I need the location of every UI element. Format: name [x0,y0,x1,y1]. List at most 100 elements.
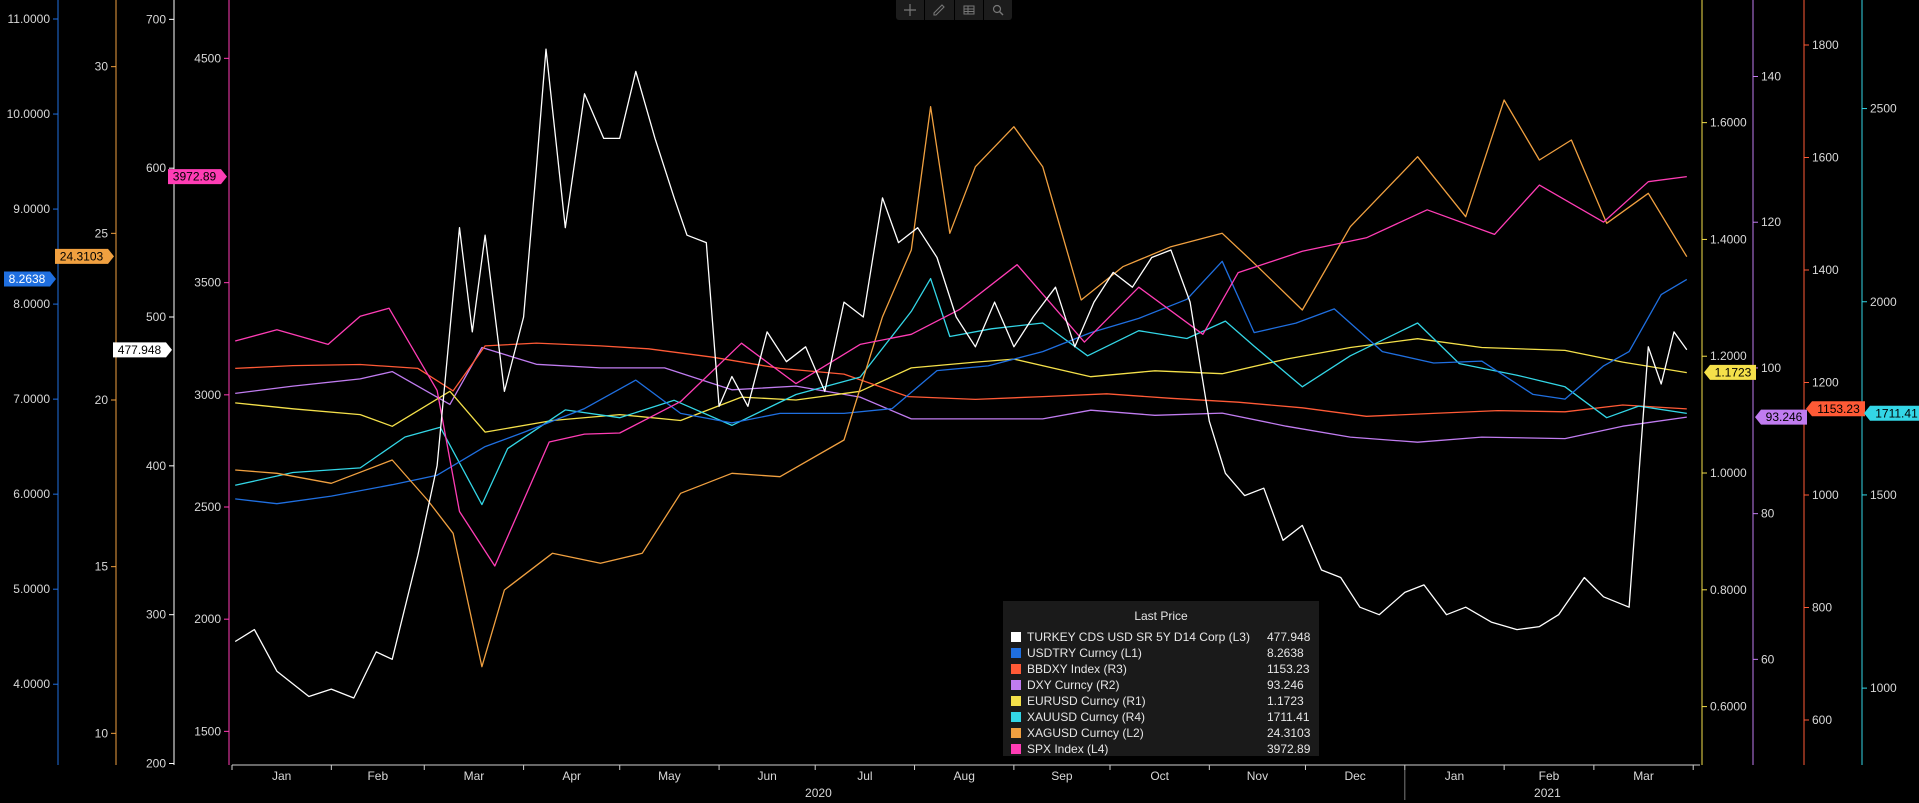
series-layer [234,48,1688,699]
x-axis-month-label: Mar [464,769,485,783]
series-line-l4 [235,175,1687,567]
last-price-badge-l1 [4,271,56,287]
axis-tick-label: 6.0000 [13,487,50,501]
legend-items: TURKEY CDS USD SR 5Y D14 Corp (L3) 477.94… [1011,630,1311,756]
axis-tick-label: 20 [95,393,109,407]
last-price-badge-l2 [55,248,114,264]
last-price-badge-r4 [1864,405,1919,421]
last-price-badge-text: 1153.23 [1817,402,1860,416]
last-price-badge-text: 1711.41 [1875,406,1918,420]
axis-tick-label: 11.0000 [8,12,51,26]
legend-value: 93.246 [1267,678,1304,692]
series-line-r4 [235,277,1687,506]
axis-tick-label: 500 [146,310,166,324]
legend-swatch [1011,696,1021,706]
legend-label: DXY Curncy (R2) [1027,678,1119,692]
legend-title: Last Price [1134,609,1188,623]
series-line-l1 [235,260,1688,505]
legend-label: SPX Index (L4) [1027,742,1108,756]
table-icon[interactable] [955,0,984,20]
last-price-badge-text: 1.1723 [1715,365,1752,379]
x-axis-month-label: Jun [757,769,776,783]
axis-tick-label: 1.4000 [1710,232,1747,246]
axis-tick-label: 1600 [1812,151,1839,165]
axis-tick-label: 60 [1761,652,1775,666]
axis-tick-label: 140 [1761,70,1781,84]
x-axis-month-label: Jul [857,769,872,783]
x-axis-year-label: 2020 [805,786,832,800]
x-axis-month-label: Nov [1247,769,1268,783]
axis-tick-label: 5.0000 [13,582,50,596]
x-axis-month-label: Mar [1633,769,1654,783]
axis-tick-label: 4500 [194,51,221,65]
zoom-icon[interactable] [984,0,1012,20]
legend-swatch [1011,648,1021,658]
axis-tick-label: 2000 [194,612,221,626]
axis-tick-label: 15 [95,560,109,574]
legend-box [1003,601,1319,756]
axis-tick-label: 800 [1812,601,1832,615]
series-line-l2 [235,99,1688,668]
legend-value: 8.2638 [1267,646,1304,660]
pencil-icon[interactable] [925,0,955,20]
axis-tick-label: 80 [1761,507,1775,521]
axis-tick-label: 600 [1812,713,1832,727]
axis-tick-label: 3000 [194,388,221,402]
legend-swatch [1011,632,1021,642]
legend-label: BBDXY Index (R3) [1027,662,1127,676]
axis-tick-label: 1000 [1870,681,1897,695]
legend-value: 1153.23 [1267,662,1310,676]
axes-layer: 4.0000 5.0000 6.0000 7.0000 8.0000 9.0000 10.0… [7,0,1897,771]
series-line-l3 [234,48,1688,699]
x-axis-month-label: Apr [562,769,581,783]
axis-tick-label: 400 [146,459,166,473]
last-price-badge-r3 [1806,401,1865,417]
legend-value: 477.948 [1267,630,1311,644]
last-price-badge-r1 [1704,364,1756,380]
legend-value: 24.3103 [1267,726,1311,740]
x-axis-month-label: Aug [954,769,975,783]
last-price-badge-text: 477.948 [118,343,162,357]
last-price-badge-text: 3972.89 [173,170,217,184]
crosshair-icon[interactable] [896,0,926,20]
legend-swatch [1011,744,1021,754]
axis-tick-label: 1.2000 [1710,349,1747,363]
axis-tick-label: 1.0000 [1710,466,1747,480]
last-price-badge-text: 24.3103 [60,249,104,263]
legend-swatch [1011,664,1021,674]
x-axis-month-label: Feb [1539,769,1560,783]
series-line-r1 [235,338,1687,433]
axis-tick-label: 200 [146,757,166,771]
legend-value: 3972.89 [1267,742,1311,756]
last-price-badge-l4 [168,169,227,185]
last-price-badge-l3 [113,342,172,358]
axis-tick-label: 0.8000 [1710,583,1747,597]
legend-label: USDTRY Curncy (L1) [1027,646,1142,660]
x-axis: Jan Feb Mar Apr May Jun Jul Aug Sep Oct Nov Dec Jan F… [231,764,1700,800]
x-axis-month-label: Oct [1150,769,1169,783]
axis-tick-label: 120 [1761,215,1781,229]
legend-value: 1711.41 [1267,710,1310,724]
axis-tick-label: 700 [146,12,166,26]
last-price-badge-text: 8.2638 [9,272,46,286]
legend-label: XAUUSD Curncy (R4) [1027,710,1145,724]
x-axis-month-label: Jan [1445,769,1464,783]
axis-tick-label: 9.0000 [13,202,50,216]
axis-tick-label: 600 [146,161,166,175]
axis-tick-label: 1.6000 [1710,116,1747,130]
last-price-badges: 8.2638 24.3103 477.948 3972.89 1.1723 93.246 1… [4,169,1919,425]
axis-tick-label: 3500 [194,276,221,290]
series-line-r2 [235,346,1687,443]
x-axis-month-label: Dec [1344,769,1365,783]
axis-tick-label: 8.0000 [13,297,50,311]
last-price-badge-r2 [1755,409,1807,425]
axis-tick-label: 2500 [194,500,221,514]
axis-tick-label: 1000 [1812,488,1839,502]
x-axis-month-label: Jan [272,769,291,783]
axis-tick-label: 300 [146,608,166,622]
x-axis-month-label: May [658,769,681,783]
last-price-badge-text: 93.246 [1766,410,1803,424]
axis-tick-label: 2000 [1870,295,1897,309]
